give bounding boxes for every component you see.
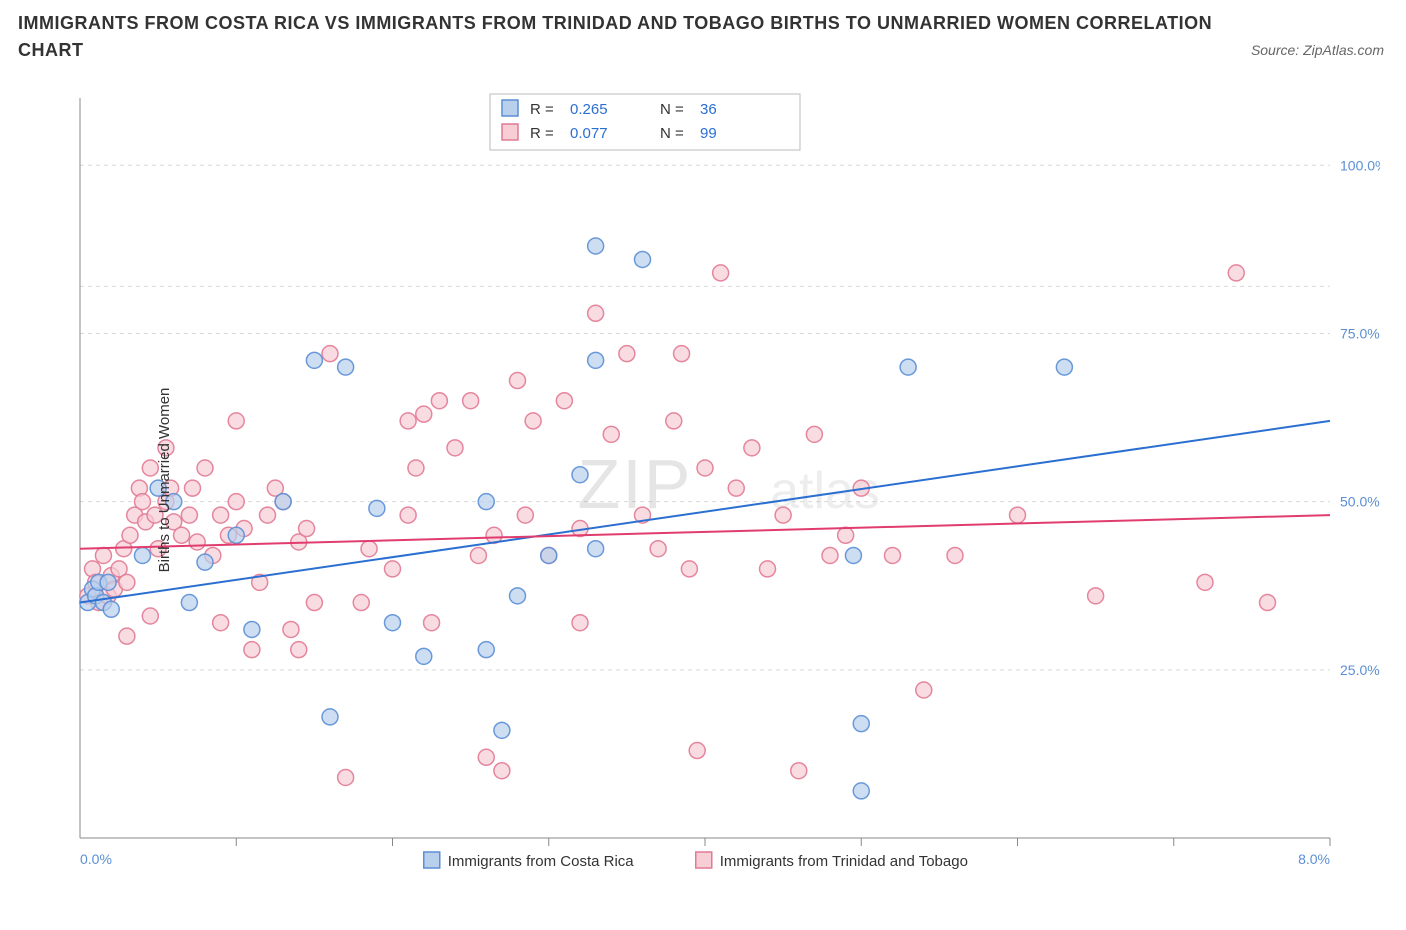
svg-text:N =: N = [660, 101, 684, 118]
svg-text:100.0%: 100.0% [1340, 157, 1380, 173]
svg-text:99: 99 [700, 125, 717, 142]
chart-title: IMMIGRANTS FROM COSTA RICA VS IMMIGRANTS… [18, 10, 1266, 64]
svg-text:50.0%: 50.0% [1340, 494, 1380, 510]
svg-text:R =: R = [530, 101, 554, 118]
svg-text:N =: N = [660, 125, 684, 142]
svg-text:36: 36 [700, 101, 717, 118]
svg-text:0.077: 0.077 [570, 125, 608, 142]
scatter-plot: Births to Unmarried Women 25.0%50.0%75.0… [60, 90, 1380, 870]
y-axis-label: Births to Unmarried Women [156, 388, 173, 573]
source-attribution: Source: ZipAtlas.com [1251, 42, 1384, 58]
svg-text:75.0%: 75.0% [1340, 325, 1380, 341]
svg-text:25.0%: 25.0% [1340, 662, 1380, 678]
svg-text:0.0%: 0.0% [80, 851, 112, 867]
svg-text:Immigrants from Costa Rica: Immigrants from Costa Rica [448, 853, 635, 870]
svg-text:8.0%: 8.0% [1298, 851, 1330, 867]
chart-svg: 25.0%50.0%75.0%100.0%0.0%8.0%ZIPatlasR =… [60, 90, 1380, 870]
svg-text:0.265: 0.265 [570, 101, 608, 118]
svg-text:R =: R = [530, 125, 554, 142]
svg-text:Immigrants from Trinidad and T: Immigrants from Trinidad and Tobago [720, 853, 968, 870]
